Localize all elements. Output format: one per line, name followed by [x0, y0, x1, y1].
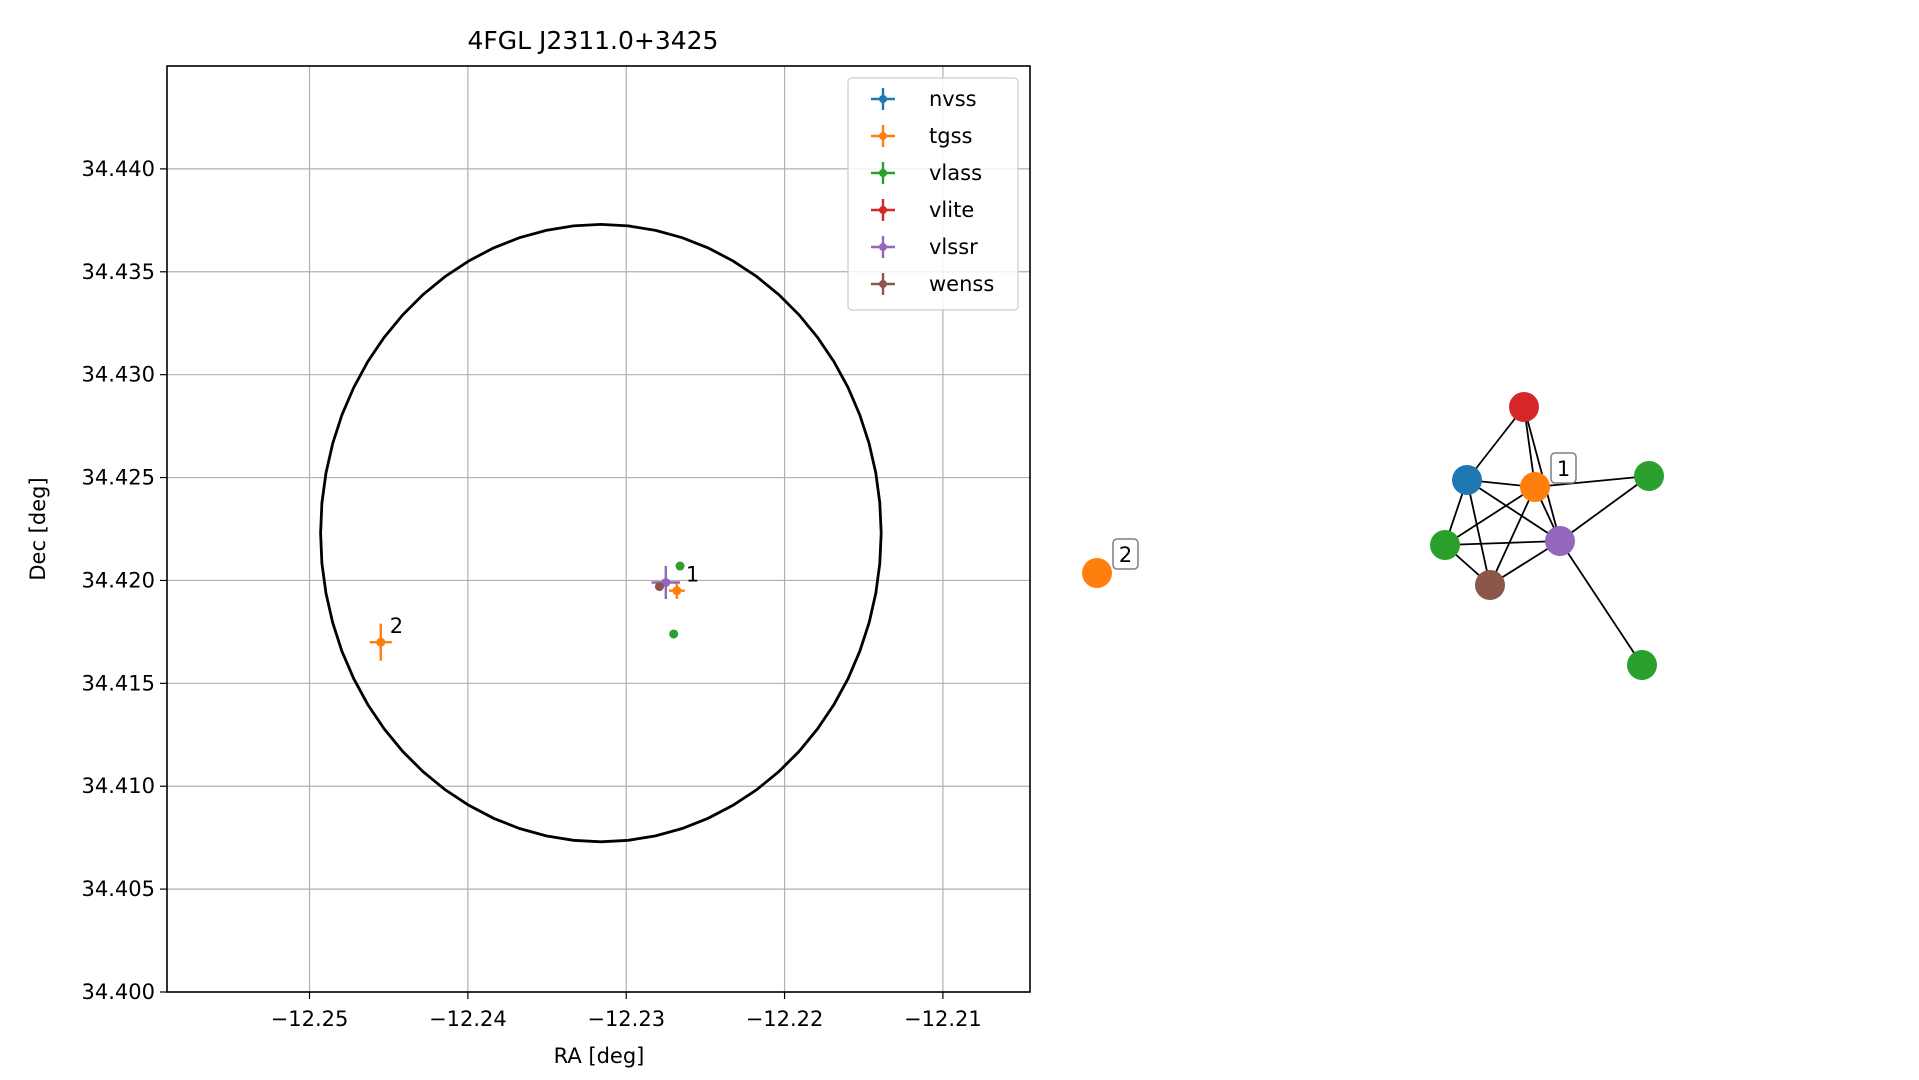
legend-entry-nvss: nvss — [871, 87, 977, 111]
data-points: 21 — [369, 561, 699, 661]
network-edge — [1444, 540, 1561, 546]
network-node-purple — [1545, 526, 1575, 556]
legend-entry-tgss: tgss — [871, 124, 972, 148]
network-node-brown — [1475, 570, 1505, 600]
legend-marker — [879, 280, 887, 288]
legend-marker — [879, 206, 887, 214]
network-node-orange1 — [1520, 472, 1550, 502]
network-edge — [1489, 486, 1536, 586]
legend-label: tgss — [929, 124, 972, 148]
plot-frame — [166, 65, 1031, 993]
point-label: 1 — [686, 563, 699, 587]
ellipse-outline — [319, 222, 883, 844]
network-edge — [1559, 475, 1650, 542]
data-point-wenss — [654, 582, 664, 592]
y-tick-label: 34.410 — [82, 774, 155, 798]
network-node-label: 2 — [1112, 538, 1139, 570]
network-edge — [1466, 479, 1491, 586]
marker — [654, 582, 664, 592]
legend-marker — [879, 95, 887, 103]
point-label: 2 — [390, 614, 403, 638]
y-tick-label: 34.440 — [82, 157, 155, 181]
y-axis-label: Dec [deg] — [26, 477, 50, 580]
network-nodes: 12 — [1082, 392, 1664, 680]
legend-label: vlite — [929, 198, 974, 222]
network-edge — [1444, 486, 1536, 546]
chart-title: 4FGL J2311.0+3425 — [468, 26, 719, 55]
axis-ticks: −12.25 −12.24 −12.23 −12.22 −12.21 34.400 34.4… — [82, 157, 982, 1031]
scatter-chart: 4FGL J2311.0+3425 21 −12.25 −12.24 −12.23−… — [26, 26, 1031, 1068]
y-tick-label: 34.425 — [82, 466, 155, 490]
legend-label: nvss — [929, 87, 977, 111]
y-tick-label: 34.430 — [82, 363, 155, 387]
network-node-label: 1 — [1550, 452, 1577, 484]
data-point-vlass — [669, 629, 679, 639]
label-box — [1112, 538, 1139, 570]
legend-entry-vlass: vlass — [871, 161, 982, 185]
legend-entry-vlssr: vlssr — [871, 235, 978, 259]
marker — [669, 629, 679, 639]
marker — [672, 586, 682, 596]
label-box — [1550, 452, 1577, 484]
network-edge — [1534, 475, 1650, 488]
data-point-tgss: 1 — [668, 563, 699, 599]
y-tick-label: 34.400 — [82, 980, 155, 1004]
network-node-orange2 — [1082, 558, 1112, 588]
legend-marker — [879, 243, 887, 251]
network-node-green-bottom — [1627, 650, 1657, 680]
label-text: 2 — [1119, 543, 1132, 567]
network-edge — [1466, 406, 1525, 481]
legend: nvss tgss vlass vlite vlssr wenss — [847, 77, 1019, 311]
x-tick-label: −12.25 — [271, 1007, 349, 1031]
x-tick-label: −12.24 — [429, 1007, 507, 1031]
network-node-green-right — [1634, 461, 1664, 491]
legend-label: vlssr — [929, 235, 978, 259]
legend-marker — [879, 132, 887, 140]
network-graph: 12 — [1082, 392, 1664, 680]
legend-marker — [879, 169, 887, 177]
marker — [675, 561, 685, 571]
y-tick-label: 34.435 — [82, 260, 155, 284]
legend-label: vlass — [929, 161, 982, 185]
network-node-blue — [1452, 465, 1482, 495]
marker — [376, 637, 386, 647]
error-ellipse — [319, 222, 883, 844]
network-node-green-left — [1430, 530, 1460, 560]
x-tick-label: −12.23 — [587, 1007, 665, 1031]
y-tick-label: 34.415 — [82, 671, 155, 695]
data-point-vlass — [675, 561, 685, 571]
legend-entry-vlite: vlite — [871, 198, 974, 222]
y-tick-label: 34.420 — [82, 568, 155, 592]
network-edge — [1466, 479, 1561, 542]
data-point-tgss: 2 — [369, 614, 403, 661]
legend-entry-wenss: wenss — [871, 272, 994, 296]
label-text: 1 — [1557, 457, 1570, 481]
x-axis-label: RA [deg] — [554, 1044, 645, 1068]
network-node-red — [1509, 392, 1539, 422]
y-tick-label: 34.405 — [82, 877, 155, 901]
x-tick-label: −12.21 — [904, 1007, 982, 1031]
network-edge — [1559, 540, 1643, 666]
legend-label: wenss — [929, 272, 994, 296]
x-tick-label: −12.22 — [746, 1007, 824, 1031]
